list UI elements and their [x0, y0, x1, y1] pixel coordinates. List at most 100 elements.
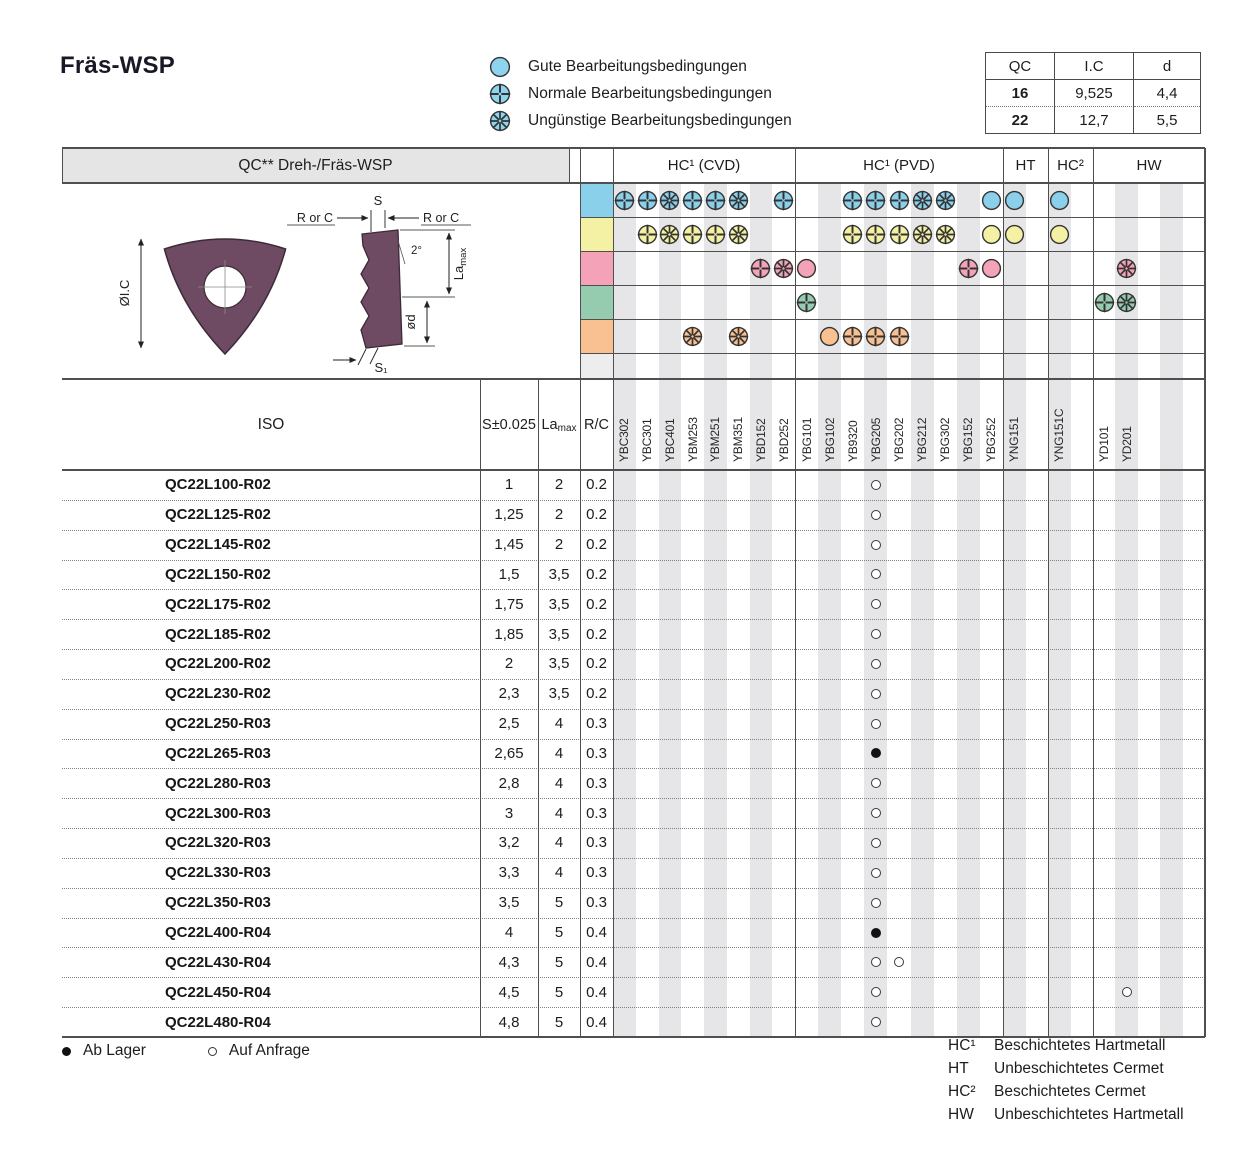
- iso-designation: QC22L400-R04: [165, 924, 271, 941]
- page-title: Fräs-WSP: [60, 52, 175, 79]
- row-separator: [62, 529, 1205, 531]
- ic-dimension-label: ØI.C: [117, 280, 132, 307]
- filled-circle-icon: [62, 1046, 71, 1056]
- grid-line: [568, 148, 570, 183]
- availability-on-request-mark: [870, 838, 881, 848]
- s-value: 4: [504, 924, 514, 941]
- availability-on-request-mark: [870, 569, 881, 580]
- size-table-row: 16 9,525 4,4: [986, 80, 1200, 107]
- s-value: 3: [504, 804, 514, 822]
- availability-on-request-mark: [870, 957, 881, 968]
- condition-symbol-good: [819, 326, 840, 347]
- row-separator: [62, 917, 1205, 919]
- grade-column-label-YBG252: YBG252: [984, 417, 999, 462]
- grade-column-label-YBG302: YBG302: [938, 417, 953, 462]
- availability-on-request-mark: [870, 867, 881, 878]
- rc-value: 0.2: [586, 536, 607, 554]
- group-header-HT: HT: [1015, 157, 1036, 174]
- iso-designation: QC22L230-R02: [165, 685, 271, 703]
- normal-conditions-icon: [488, 83, 512, 105]
- condition-symbol-good: [1004, 190, 1025, 211]
- iso-header: ISO: [257, 415, 285, 433]
- condition-symbol-bad: [682, 326, 703, 347]
- grade-column-label-YD101: YD101: [1097, 426, 1112, 462]
- s-dimension-label: S: [374, 193, 383, 208]
- size-value: 12,7: [1055, 107, 1134, 133]
- condition-symbol-bad: [1116, 258, 1137, 279]
- la-value: 2: [554, 536, 564, 554]
- bad-conditions-icon: [488, 110, 512, 132]
- condition-symbol-normal: [958, 258, 979, 279]
- material-group-N: [580, 285, 613, 319]
- availability-on-request-mark: [870, 778, 881, 789]
- condition-symbol-bad: [659, 224, 680, 245]
- s-value: 1: [504, 476, 514, 494]
- grade-column-label-YBC301: YBC301: [640, 418, 655, 463]
- condition-symbol-normal: [750, 258, 771, 279]
- grid-line: [580, 284, 1205, 286]
- condition-symbol-normal: [865, 326, 886, 347]
- grade-column-label-YB9320: YB9320: [845, 420, 860, 462]
- availability-on-request-mark: [870, 1017, 881, 1028]
- condition-symbol-bad: [912, 224, 933, 245]
- grid-line: [1092, 148, 1094, 1037]
- la-value: 5: [554, 924, 564, 941]
- column-stripe: [658, 183, 682, 1037]
- legend-label: Normale Bearbeitungsbedingungen: [528, 84, 772, 102]
- abbr-label: Unbeschichtetes Cermet: [994, 1059, 1164, 1077]
- grid-line: [580, 352, 1205, 354]
- rc-value: 0.2: [586, 476, 607, 494]
- s-value: 3,5: [498, 894, 520, 912]
- angle-line: [395, 233, 406, 265]
- condition-symbol-bad: [728, 224, 749, 245]
- open-circle-icon: [207, 1046, 217, 1056]
- size-header-d: d: [1134, 53, 1200, 80]
- la-value: 3,5: [548, 685, 570, 703]
- rorc-left-label: R or C: [297, 211, 333, 225]
- availability-on-request-mark: [894, 957, 904, 968]
- availability-on-request-mark: [870, 658, 881, 669]
- iso-designation: QC22L430-R04: [165, 953, 271, 971]
- la-value: 2: [554, 476, 564, 494]
- condition-symbol-normal: [889, 224, 910, 245]
- rc-value: 0.2: [586, 625, 607, 643]
- rc-value: 0.3: [586, 715, 607, 733]
- good-conditions-icon: [488, 56, 512, 78]
- row-separator: [62, 887, 1205, 889]
- s-value: 3,3: [498, 864, 520, 882]
- iso-designation: QC22L250-R03: [165, 715, 271, 733]
- condition-symbol-good: [1004, 224, 1025, 245]
- row-separator: [62, 738, 1205, 740]
- condition-symbol-normal: [796, 292, 817, 313]
- abbr-key: HW: [948, 1105, 974, 1123]
- condition-symbol-good: [1049, 224, 1070, 245]
- s-value: 4,3: [498, 953, 520, 971]
- legend-item-bad: Ungünstige Bearbeitungsbedingungen: [488, 107, 792, 134]
- la-value: 3,5: [548, 655, 570, 673]
- group-header-HCCVD: HC¹ (CVD): [667, 157, 741, 174]
- abbreviation-legend: HC¹ Beschichtetes Hartmetall HT Unbeschi…: [948, 1034, 1184, 1126]
- iso-designation: QC22L175-R02: [165, 595, 271, 613]
- condition-symbol-normal: [842, 190, 863, 211]
- row-separator: [62, 708, 1205, 710]
- grid-line: [1002, 148, 1004, 1037]
- condition-symbol-bad: [728, 190, 749, 211]
- abbr-key: HT: [948, 1059, 969, 1077]
- rc-value: 0.3: [586, 804, 607, 822]
- grade-column-label-YD201: YD201: [1119, 426, 1134, 462]
- condition-symbol-normal: [773, 190, 794, 211]
- condition-symbol-good: [796, 258, 817, 279]
- column-stripe: [1160, 183, 1183, 1037]
- iso-designation: QC22L200-R02: [165, 655, 271, 673]
- la-value: 4: [554, 774, 564, 792]
- grade-column-label-YBM251: YBM251: [708, 417, 723, 462]
- insert-drawing: ØI.C S R or C R or C 2° Lamax ød S₁: [117, 193, 471, 375]
- spec-header-la: La max: [538, 379, 580, 470]
- size-table: QC I.C d 16 9,525 4,4 22 12,7 5,5: [985, 52, 1201, 134]
- size-value: 9,525: [1055, 80, 1134, 107]
- grade-column-label-YBG212: YBG212: [915, 417, 930, 462]
- row-separator: [62, 1007, 1205, 1009]
- s-value: 2,8: [498, 774, 520, 792]
- iso-designation: QC22L450-R04: [165, 983, 271, 1001]
- s-value: 2,5: [498, 715, 520, 733]
